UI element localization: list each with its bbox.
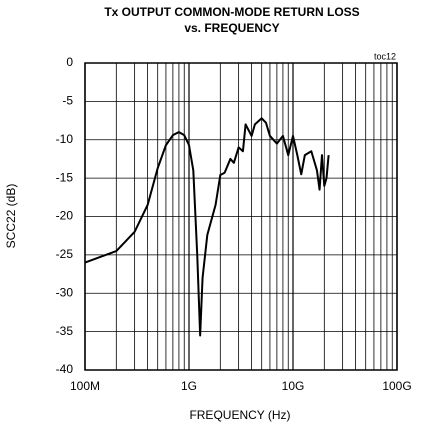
plot-frame <box>84 62 398 371</box>
x-tick-label: 10G <box>282 379 305 393</box>
y-tick-label: -25 <box>56 247 74 261</box>
y-tick-label: -40 <box>56 362 74 376</box>
y-tick-label: -30 <box>56 285 74 299</box>
chart-title: vs. FREQUENCY <box>184 21 279 35</box>
x-tick-label: 100M <box>70 379 100 393</box>
y-tick-label: -35 <box>56 324 74 338</box>
chart-title: Tx OUTPUT COMMON-MODE RETURN LOSS <box>104 5 359 19</box>
x-tick-label: 1G <box>181 379 197 393</box>
y-tick-label: -5 <box>62 94 73 108</box>
data-line <box>84 117 330 337</box>
y-axis-label: SCC22 (dB) <box>4 184 18 249</box>
y-tick-label: 0 <box>66 55 73 69</box>
y-tick-label: -15 <box>56 170 74 184</box>
annotation: toc12 <box>374 51 396 61</box>
y-tick-label: -10 <box>56 132 74 146</box>
x-tick-label: 100G <box>382 379 411 393</box>
y-tick-label: -20 <box>56 209 74 223</box>
x-axis-label: FREQUENCY (Hz) <box>189 408 290 422</box>
